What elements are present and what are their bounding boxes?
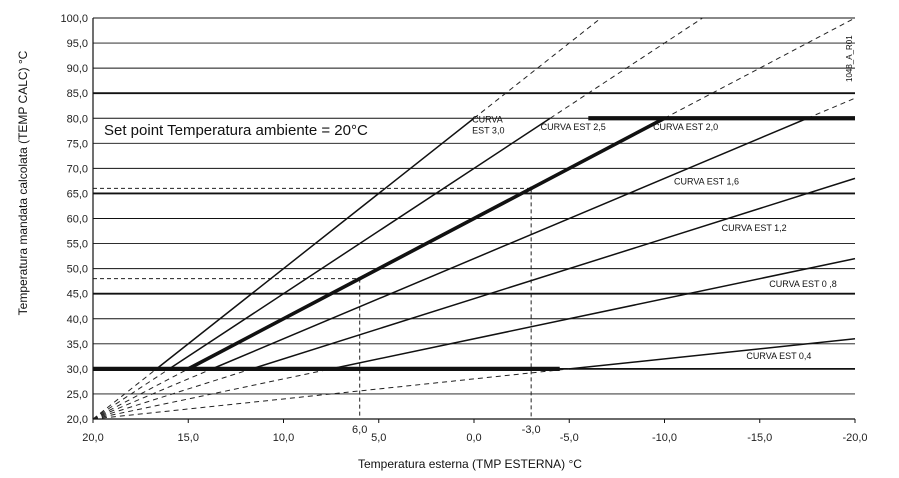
y-tick-label: 80,0 xyxy=(67,113,88,125)
curve-line xyxy=(187,116,666,371)
y-axis-title: Temperatura mandata calcolata (TEMP CALC… xyxy=(16,50,30,315)
y-tick-label: 90,0 xyxy=(67,63,88,75)
dashed-extension-high xyxy=(807,97,856,119)
y-tick-label: 30,0 xyxy=(67,364,88,376)
x-tick-label: -20,0 xyxy=(842,432,867,444)
y-tick-label: 45,0 xyxy=(67,289,88,301)
curve-label: CURVA EST 2,0 xyxy=(653,122,718,132)
y-tick-label: 100,0 xyxy=(60,13,88,25)
curve-series xyxy=(156,116,856,371)
curve-line xyxy=(330,257,856,370)
reference-lines xyxy=(93,186,533,419)
curve-label: EST 3,0 xyxy=(472,125,504,135)
x-tick-label: 5,0 xyxy=(371,432,386,444)
curve-label: CURVA EST 1,6 xyxy=(674,176,739,186)
x-tick-label: -10,0 xyxy=(652,432,677,444)
x-axis-title: Temperatura esterna (TMP ESTERNA) °C xyxy=(358,457,582,471)
curve-line xyxy=(168,117,551,370)
dashed-extension-low xyxy=(92,368,157,420)
y-tick-label: 85,0 xyxy=(67,88,88,100)
curve-label: CURVA EST 2,5 xyxy=(541,122,606,132)
curve-line xyxy=(251,177,856,370)
curve-line xyxy=(156,117,475,370)
dashed-extension-low xyxy=(92,368,252,420)
x-tick-label: 20,0 xyxy=(82,432,103,444)
tick-labels: 20,0 25,0 30,0 35,0 40,0 45,0 50,0 55,0 60,0 65,0… xyxy=(60,13,867,444)
y-tick-label: 40,0 xyxy=(67,314,88,326)
y-tick-label: 50,0 xyxy=(67,264,88,276)
dashed-extension-low xyxy=(92,368,170,420)
dashed-extension-high xyxy=(549,17,703,119)
y-tick-label: 35,0 xyxy=(67,339,88,351)
curve-line xyxy=(211,117,808,370)
reference-x-label: -3,0 xyxy=(522,424,541,436)
curve-label: CURVA EST 0,4 xyxy=(746,351,811,361)
y-tick-label: 95,0 xyxy=(67,38,88,50)
y-tick-label: 60,0 xyxy=(67,214,88,226)
y-tick-label: 20,0 xyxy=(67,414,88,426)
x-tick-label: 0,0 xyxy=(466,432,481,444)
dashed-extensions xyxy=(92,17,856,420)
limit-lines xyxy=(93,116,855,371)
curve-label: CURVA EST 0 ,8 xyxy=(769,279,837,289)
x-tick-label: 10,0 xyxy=(273,432,294,444)
setpoint-annotation: Set point Temperatura ambiente = 20°C xyxy=(104,122,368,139)
dashed-extension-low xyxy=(92,368,213,420)
x-tick-label: -5,0 xyxy=(560,432,579,444)
reference-x-label: 6,0 xyxy=(352,424,367,436)
x-tick-label: -15,0 xyxy=(747,432,772,444)
y-tick-label: 65,0 xyxy=(67,188,88,200)
dashed-extension-low xyxy=(92,368,332,420)
dashed-extension-low xyxy=(92,368,570,420)
curve-label: CURVA EST 1,2 xyxy=(722,223,787,233)
figure-code: 1048_A_R01 xyxy=(845,35,854,82)
y-tick-label: 70,0 xyxy=(67,163,88,175)
curve-line xyxy=(569,338,856,370)
y-tick-label: 25,0 xyxy=(67,389,88,401)
curve-label: CURVA xyxy=(472,114,503,124)
y-tick-label: 75,0 xyxy=(67,138,88,150)
y-tick-label: 55,0 xyxy=(67,239,88,251)
x-tick-label: 15,0 xyxy=(178,432,199,444)
